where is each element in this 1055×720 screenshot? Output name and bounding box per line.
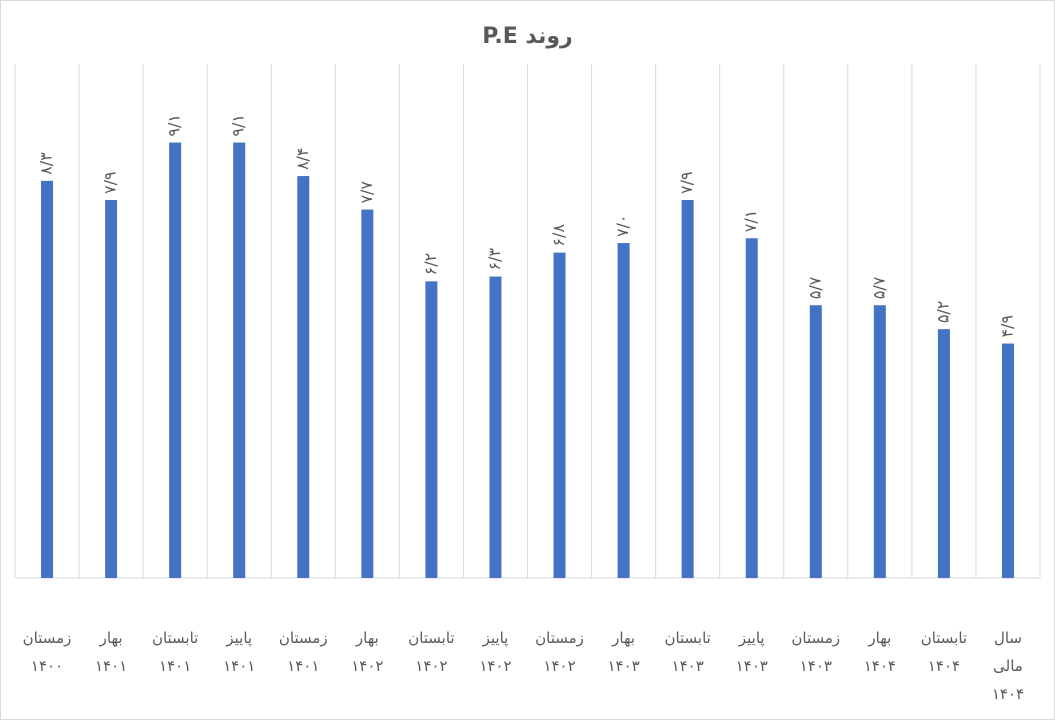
category-label: پاییز ۱۴۰۲ <box>463 624 527 680</box>
bar-data-label: ۵/۲ <box>933 301 952 324</box>
category-label-line: زمستان <box>791 629 841 647</box>
bar-data-label: ۸/۳ <box>37 152 56 175</box>
category-label-line: پاییز <box>738 629 765 647</box>
bar-data-label: ۸/۴ <box>293 147 312 170</box>
category-label-line: ۱۴۰۲ <box>479 657 512 675</box>
category-label-line: ۱۴۰۳ <box>735 657 768 675</box>
bar <box>489 276 502 578</box>
bar-data-label: ۶/۲ <box>421 253 440 276</box>
category-label: زمستان ۱۴۰۳ <box>784 624 848 680</box>
bar <box>553 252 566 578</box>
category-label-line: ۱۴۰۱ <box>159 657 192 675</box>
category-label-line: بهار <box>99 629 123 647</box>
category-label: تابستان ۱۴۰۲ <box>399 624 463 680</box>
category-label-line: ۱۴۰۰ <box>30 657 64 675</box>
category-label-line: ۱۴۰۴ <box>991 685 1025 703</box>
bar-data-label: ۹/۱ <box>165 114 184 137</box>
category-label: زمستان ۱۴۰۱ <box>271 624 335 680</box>
category-label-line: ۱۴۰۲ <box>543 657 576 675</box>
category-label-line: زمستان <box>278 629 328 647</box>
bar <box>873 305 886 578</box>
bar-data-label: ۷/۰ <box>613 214 632 237</box>
category-label-line: ۱۴۰۱ <box>223 657 256 675</box>
category-label-line: ۱۴۰۳ <box>607 657 640 675</box>
bar-layer <box>41 142 1014 579</box>
category-label-line: تابستان <box>408 629 455 647</box>
category-label: سال مالی ۱۴۰۴ <box>976 624 1040 708</box>
bar <box>745 238 758 578</box>
category-label-line: پاییز <box>482 629 509 647</box>
bar-data-label: ۵/۷ <box>805 276 824 299</box>
bar-data-label: ۷/۱ <box>741 210 760 233</box>
category-label-line: ۱۴۰۳ <box>799 657 832 675</box>
category-label-line: بهار <box>355 629 379 647</box>
bar <box>681 199 694 579</box>
category-label: زمستان ۱۴۰۲ <box>528 624 592 680</box>
category-label-line: تابستان <box>664 629 711 647</box>
data-label-layer: ۸/۳ ۷/۹ ۹/۱ ۹/۱ ۸/۴ ۷/۷ ۶/۲ ۶/۳ ۶/۸ ۷/۰ ۷/۹ ۷/۱ ۵/۷ ۵… <box>37 114 1017 338</box>
category-label-line: مالی <box>993 657 1023 675</box>
bar-data-label: ۴/۹ <box>997 315 1016 338</box>
category-label: بهار ۱۴۰۱ <box>79 624 143 680</box>
category-label: بهار ۱۴۰۴ <box>848 624 912 680</box>
category-label: تابستان ۱۴۰۱ <box>143 624 207 680</box>
bar-data-label: ۶/۳ <box>485 248 504 271</box>
bar <box>233 142 246 578</box>
category-label: تابستان ۱۴۰۳ <box>656 624 720 680</box>
category-label-line: پاییز <box>226 629 253 647</box>
category-label-line: بهار <box>612 629 636 647</box>
bar <box>937 329 950 578</box>
category-label-line: ۱۴۰۲ <box>415 657 448 675</box>
category-label: بهار ۱۴۰۲ <box>335 624 399 680</box>
category-label-line: ۱۴۰۴ <box>927 657 961 675</box>
grid-layer <box>14 64 1041 579</box>
bar <box>361 209 374 578</box>
category-label: پاییز ۱۴۰۳ <box>720 624 784 680</box>
bar-data-label: ۶/۸ <box>549 224 568 247</box>
bar-data-label: ۹/۱ <box>229 114 248 137</box>
bar-data-label: ۷/۹ <box>677 171 696 194</box>
bar-data-label: ۷/۷ <box>357 181 376 204</box>
bar <box>1001 343 1014 578</box>
bar <box>425 281 438 578</box>
category-label-line: ۱۴۰۴ <box>863 657 896 675</box>
category-label-line: ۱۴۰۱ <box>94 657 128 675</box>
category-label-line: تابستان <box>920 629 968 647</box>
bar-data-label: ۷/۹ <box>101 171 120 194</box>
bar <box>105 199 118 579</box>
bar <box>617 243 630 579</box>
category-label-line: ۱۴۰۱ <box>287 657 320 675</box>
bar-data-label: ۵/۷ <box>869 276 888 299</box>
category-label-line: ۱۴۰۳ <box>671 657 704 675</box>
category-label-line: تابستان <box>151 629 199 647</box>
category-label-line: بهار <box>868 629 892 647</box>
category-label: زمستان ۱۴۰۰ <box>15 624 79 680</box>
category-label-line: زمستان <box>22 629 72 647</box>
bar <box>41 180 54 578</box>
category-label: بهار ۱۴۰۳ <box>592 624 656 680</box>
bar <box>297 176 310 578</box>
category-label-line: زمستان <box>535 629 584 647</box>
category-label-line: ۱۴۰۲ <box>351 657 384 675</box>
category-label: تابستان ۱۴۰۴ <box>912 624 976 680</box>
chart-title: روند P.E <box>482 24 573 49</box>
category-label: پاییز ۱۴۰۱ <box>207 624 271 680</box>
bar <box>169 142 182 578</box>
bar <box>809 305 822 578</box>
category-label-line: سال <box>993 629 1022 647</box>
